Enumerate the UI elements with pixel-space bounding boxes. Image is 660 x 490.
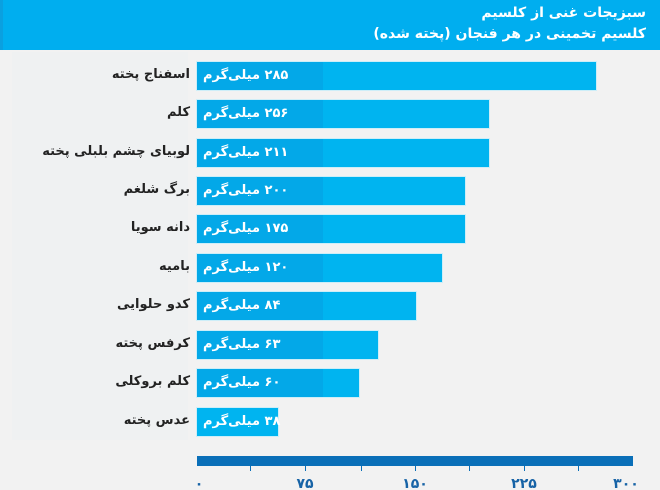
tick-label: ۷۵ bbox=[296, 476, 314, 490]
tick-label: ۱۵۰ bbox=[402, 476, 428, 490]
major-tick bbox=[305, 466, 306, 471]
bar-label-area bbox=[197, 139, 323, 167]
category-label: اسفناج پخته bbox=[111, 67, 190, 82]
bar: ۱۷۵ میلی‌گرم bbox=[197, 215, 465, 243]
minor-tick bbox=[469, 466, 470, 471]
bar-row: دانه سویا ۱۷۵ میلی‌گرم bbox=[0, 215, 660, 243]
tick-label: ۰ bbox=[194, 476, 204, 490]
tick-label: ۳۰۰ bbox=[613, 476, 639, 490]
category-label: کدو حلوایی bbox=[117, 297, 190, 312]
bar-label-area bbox=[197, 292, 323, 320]
value-label: ۸۴ میلی‌گرم bbox=[203, 298, 281, 313]
value-label: ۲۱۱ میلی‌گرم bbox=[203, 145, 289, 160]
category-label: دانه سویا bbox=[130, 220, 190, 235]
bar: ۲۵۶ میلی‌گرم bbox=[197, 100, 489, 128]
value-label: ۶۳ میلی‌گرم bbox=[203, 337, 281, 352]
category-label: بامیه bbox=[158, 259, 190, 274]
bar-row: کلم بروکلی ۶۰ میلی‌گرم bbox=[0, 369, 660, 397]
value-label: ۲۸۵ میلی‌گرم bbox=[203, 68, 289, 83]
bar: ۱۲۰ میلی‌گرم bbox=[197, 254, 442, 282]
minor-tick bbox=[361, 466, 362, 471]
bar: ۶۳ میلی‌گرم bbox=[197, 331, 378, 359]
major-tick bbox=[415, 466, 416, 471]
category-label: کلم بروکلی bbox=[115, 374, 190, 389]
major-tick bbox=[524, 466, 525, 471]
bar-label-area bbox=[197, 215, 323, 243]
bar: ۲۱۱ میلی‌گرم bbox=[197, 139, 489, 167]
bar-row: کدو حلوایی ۸۴ میلی‌گرم bbox=[0, 292, 660, 320]
bar-row: عدس پخته ۳۸ میلی‌گرم bbox=[0, 408, 660, 436]
bar-row: کرفس پخته ۶۳ میلی‌گرم bbox=[0, 331, 660, 359]
bar-row: لوبیای چشم بلبلی پخته ۲۱۱ میلی‌گرم bbox=[0, 139, 660, 167]
bar-label-area bbox=[197, 177, 323, 205]
bar-row: برگ شلغم ۲۰۰ میلی‌گرم bbox=[0, 177, 660, 205]
category-label: لوبیای چشم بلبلی پخته bbox=[42, 144, 190, 159]
value-label: ۶۰ میلی‌گرم bbox=[203, 375, 281, 390]
bar: ۶۰ میلی‌گرم bbox=[197, 369, 359, 397]
bar-label-area bbox=[197, 369, 323, 397]
bar: ۸۴ میلی‌گرم bbox=[197, 292, 416, 320]
category-label-panel bbox=[12, 52, 188, 440]
bar: ۲۸۵ میلی‌گرم bbox=[197, 62, 596, 90]
category-label: عدس پخته bbox=[123, 413, 190, 428]
category-label: کرفس پخته bbox=[115, 336, 190, 351]
chart-header: سبزیجات غنی از کلسیم کلسیم تخمینی در هر … bbox=[0, 0, 660, 50]
value-label: ۲۵۶ میلی‌گرم bbox=[203, 106, 289, 121]
bar-label-area bbox=[197, 100, 323, 128]
value-label: ۲۰۰ میلی‌گرم bbox=[203, 183, 289, 198]
bar-label-area bbox=[197, 331, 323, 359]
category-label: برگ شلغم bbox=[123, 182, 190, 197]
bar: ۲۰۰ میلی‌گرم bbox=[197, 177, 465, 205]
bar-label-area bbox=[197, 62, 323, 90]
bar-row: کلم ۲۵۶ میلی‌گرم bbox=[0, 100, 660, 128]
minor-tick bbox=[578, 466, 579, 471]
axis-line bbox=[197, 456, 633, 466]
value-label: ۳۸ میلی‌گرم bbox=[203, 414, 281, 429]
bar-label-area bbox=[197, 254, 323, 282]
chart-subtitle: کلسیم تخمینی در هر فنجان (پخته شده) bbox=[373, 26, 646, 42]
bar: ۳۸ میلی‌گرم bbox=[197, 408, 281, 436]
bar-row: اسفناج پخته ۲۸۵ میلی‌گرم bbox=[0, 62, 660, 90]
value-label: ۱۲۰ میلی‌گرم bbox=[203, 260, 289, 275]
category-label: کلم bbox=[166, 105, 190, 120]
minor-tick bbox=[250, 466, 251, 471]
tick-label: ۲۲۵ bbox=[511, 476, 537, 490]
chart-title: سبزیجات غنی از کلسیم bbox=[481, 5, 646, 21]
bar-row: بامیه ۱۲۰ میلی‌گرم bbox=[0, 254, 660, 282]
value-label: ۱۷۵ میلی‌گرم bbox=[203, 221, 289, 236]
